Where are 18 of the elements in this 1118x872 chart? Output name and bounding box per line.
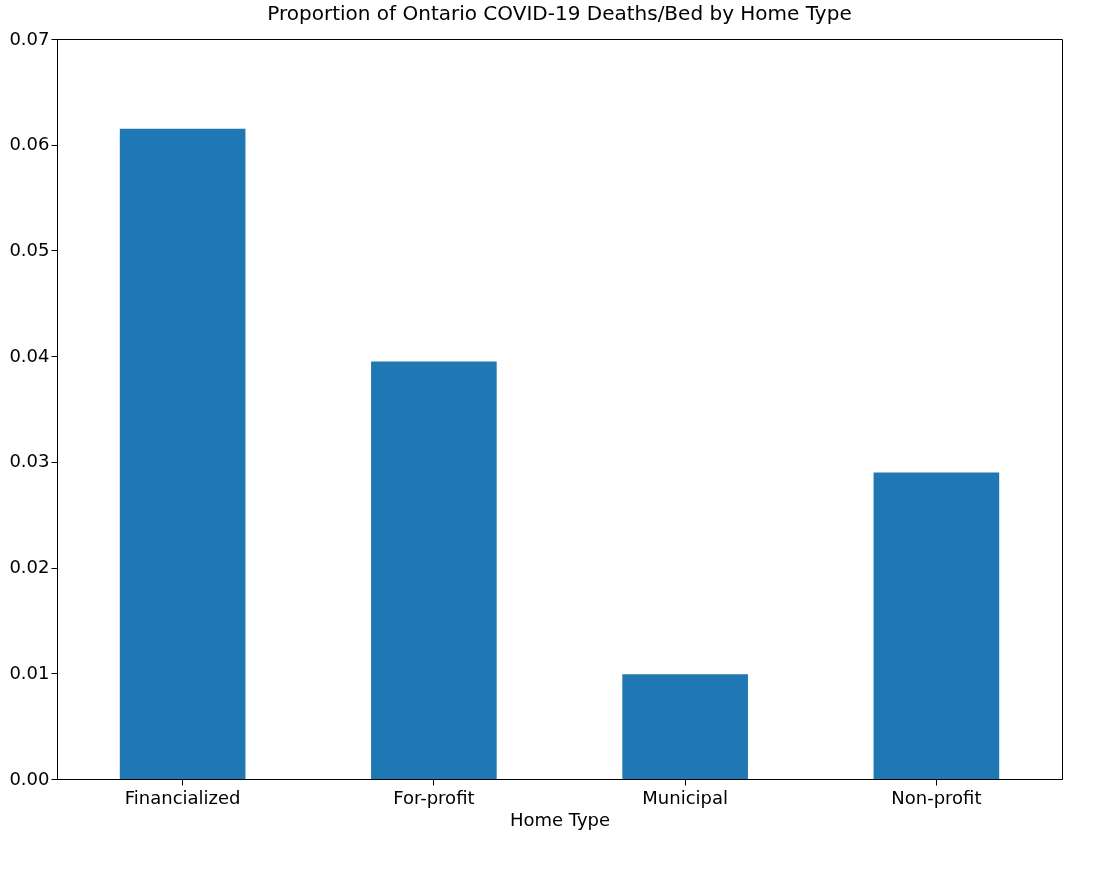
y-tick-label: 0.04 <box>9 344 50 366</box>
y-tick-label: 0.02 <box>9 556 50 578</box>
bar <box>873 472 1000 779</box>
bar <box>119 128 246 779</box>
bar <box>622 674 748 779</box>
x-tick-label: For-profit <box>393 786 475 808</box>
y-tick-label: 0.05 <box>9 238 50 260</box>
x-tick-label: Non-profit <box>891 786 982 808</box>
bar <box>371 361 497 779</box>
y-tick-label: 0.00 <box>9 767 50 789</box>
y-tick-label: 0.06 <box>9 133 50 155</box>
y-tick-label: 0.07 <box>9 27 50 49</box>
y-tick-label: 0.01 <box>9 661 50 683</box>
x-tick-label: Municipal <box>642 786 728 808</box>
x-axis-title: Home Type <box>509 808 611 830</box>
y-tick-label: 0.03 <box>9 450 50 472</box>
chart-title: Proportion of Ontario COVID-19 Deaths/Bed by Home Type <box>267 1 852 25</box>
x-tick-label: Financialized <box>124 786 241 808</box>
